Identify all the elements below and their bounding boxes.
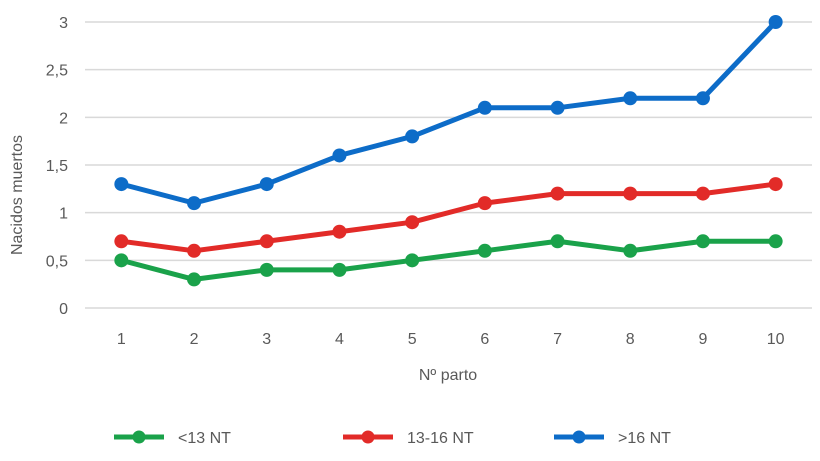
series-13-16-nt [114, 177, 783, 258]
y-axis-title: Nacidos muertos [9, 135, 26, 255]
data-point-marker [405, 129, 420, 144]
data-point-marker [405, 253, 420, 268]
legend-swatch-marker [361, 430, 375, 444]
data-point-marker [477, 243, 492, 258]
data-point-marker [259, 177, 274, 192]
y-tick-label: 2,5 [46, 63, 68, 80]
data-point-marker [768, 234, 783, 249]
data-point-marker [623, 186, 638, 201]
data-point-marker [114, 234, 129, 249]
x-tick-label: 10 [767, 331, 785, 348]
data-point-marker [187, 272, 202, 287]
data-point-marker [550, 100, 565, 115]
y-tick-label: 1,5 [46, 158, 68, 175]
data-point-marker [623, 91, 638, 106]
data-point-marker [114, 253, 129, 268]
series-line [118, 181, 779, 254]
data-point-marker [768, 15, 783, 29]
legend-item: 13-16 NT [343, 430, 474, 447]
data-point-marker [405, 215, 420, 230]
data-point-marker [768, 177, 783, 192]
y-tick-label: 1 [59, 206, 68, 223]
legend: <13 NT 13-16 NT >16 NT [114, 430, 671, 447]
y-tick-label: 3 [59, 15, 68, 32]
data-point-marker [623, 243, 638, 258]
data-point-marker [259, 234, 274, 249]
x-tick-label: 9 [698, 331, 707, 348]
data-point-marker [477, 196, 492, 211]
x-tick-label: 1 [117, 331, 126, 348]
x-tick-label: 8 [626, 331, 635, 348]
series--13-nt [114, 234, 783, 287]
series--16-nt [114, 15, 783, 211]
data-point-marker [550, 186, 565, 201]
legend-label: >16 NT [618, 430, 671, 447]
series-lines [114, 15, 783, 287]
x-axis-title: Nº parto [419, 367, 477, 384]
legend-label: 13-16 NT [407, 430, 474, 447]
data-point-marker [114, 177, 129, 192]
x-tick-label: 7 [553, 331, 562, 348]
data-point-marker [695, 234, 710, 249]
data-point-marker [695, 91, 710, 106]
x-tick-label: 2 [190, 331, 199, 348]
legend-item: <13 NT [114, 430, 231, 447]
data-point-marker [332, 148, 347, 163]
y-tick-label: 0 [59, 301, 68, 318]
data-point-marker [187, 243, 202, 258]
data-point-marker [695, 186, 710, 201]
x-tick-label: 6 [480, 331, 489, 348]
data-point-marker [259, 262, 274, 277]
legend-swatch-marker [572, 430, 586, 444]
data-point-marker [477, 100, 492, 115]
y-tick-label: 2 [59, 110, 68, 127]
y-tick-label: 0,5 [46, 253, 68, 270]
data-point-marker [187, 196, 202, 211]
y-tick-labels: 0 0,5 1 1,5 2 2,5 3 [46, 15, 68, 318]
data-point-marker [332, 224, 347, 239]
x-tick-label: 3 [262, 331, 271, 348]
legend-item: >16 NT [554, 430, 671, 447]
x-tick-label: 4 [335, 331, 344, 348]
data-point-marker [550, 234, 565, 249]
gridlines [85, 21, 812, 309]
series-line [118, 19, 779, 206]
legend-swatch-marker [132, 430, 146, 444]
x-tick-labels: 1 2 3 4 5 6 7 8 9 10 [117, 331, 785, 348]
x-tick-label: 5 [408, 331, 417, 348]
data-point-marker [332, 262, 347, 277]
series-line [118, 238, 779, 282]
legend-label: <13 NT [178, 430, 231, 447]
